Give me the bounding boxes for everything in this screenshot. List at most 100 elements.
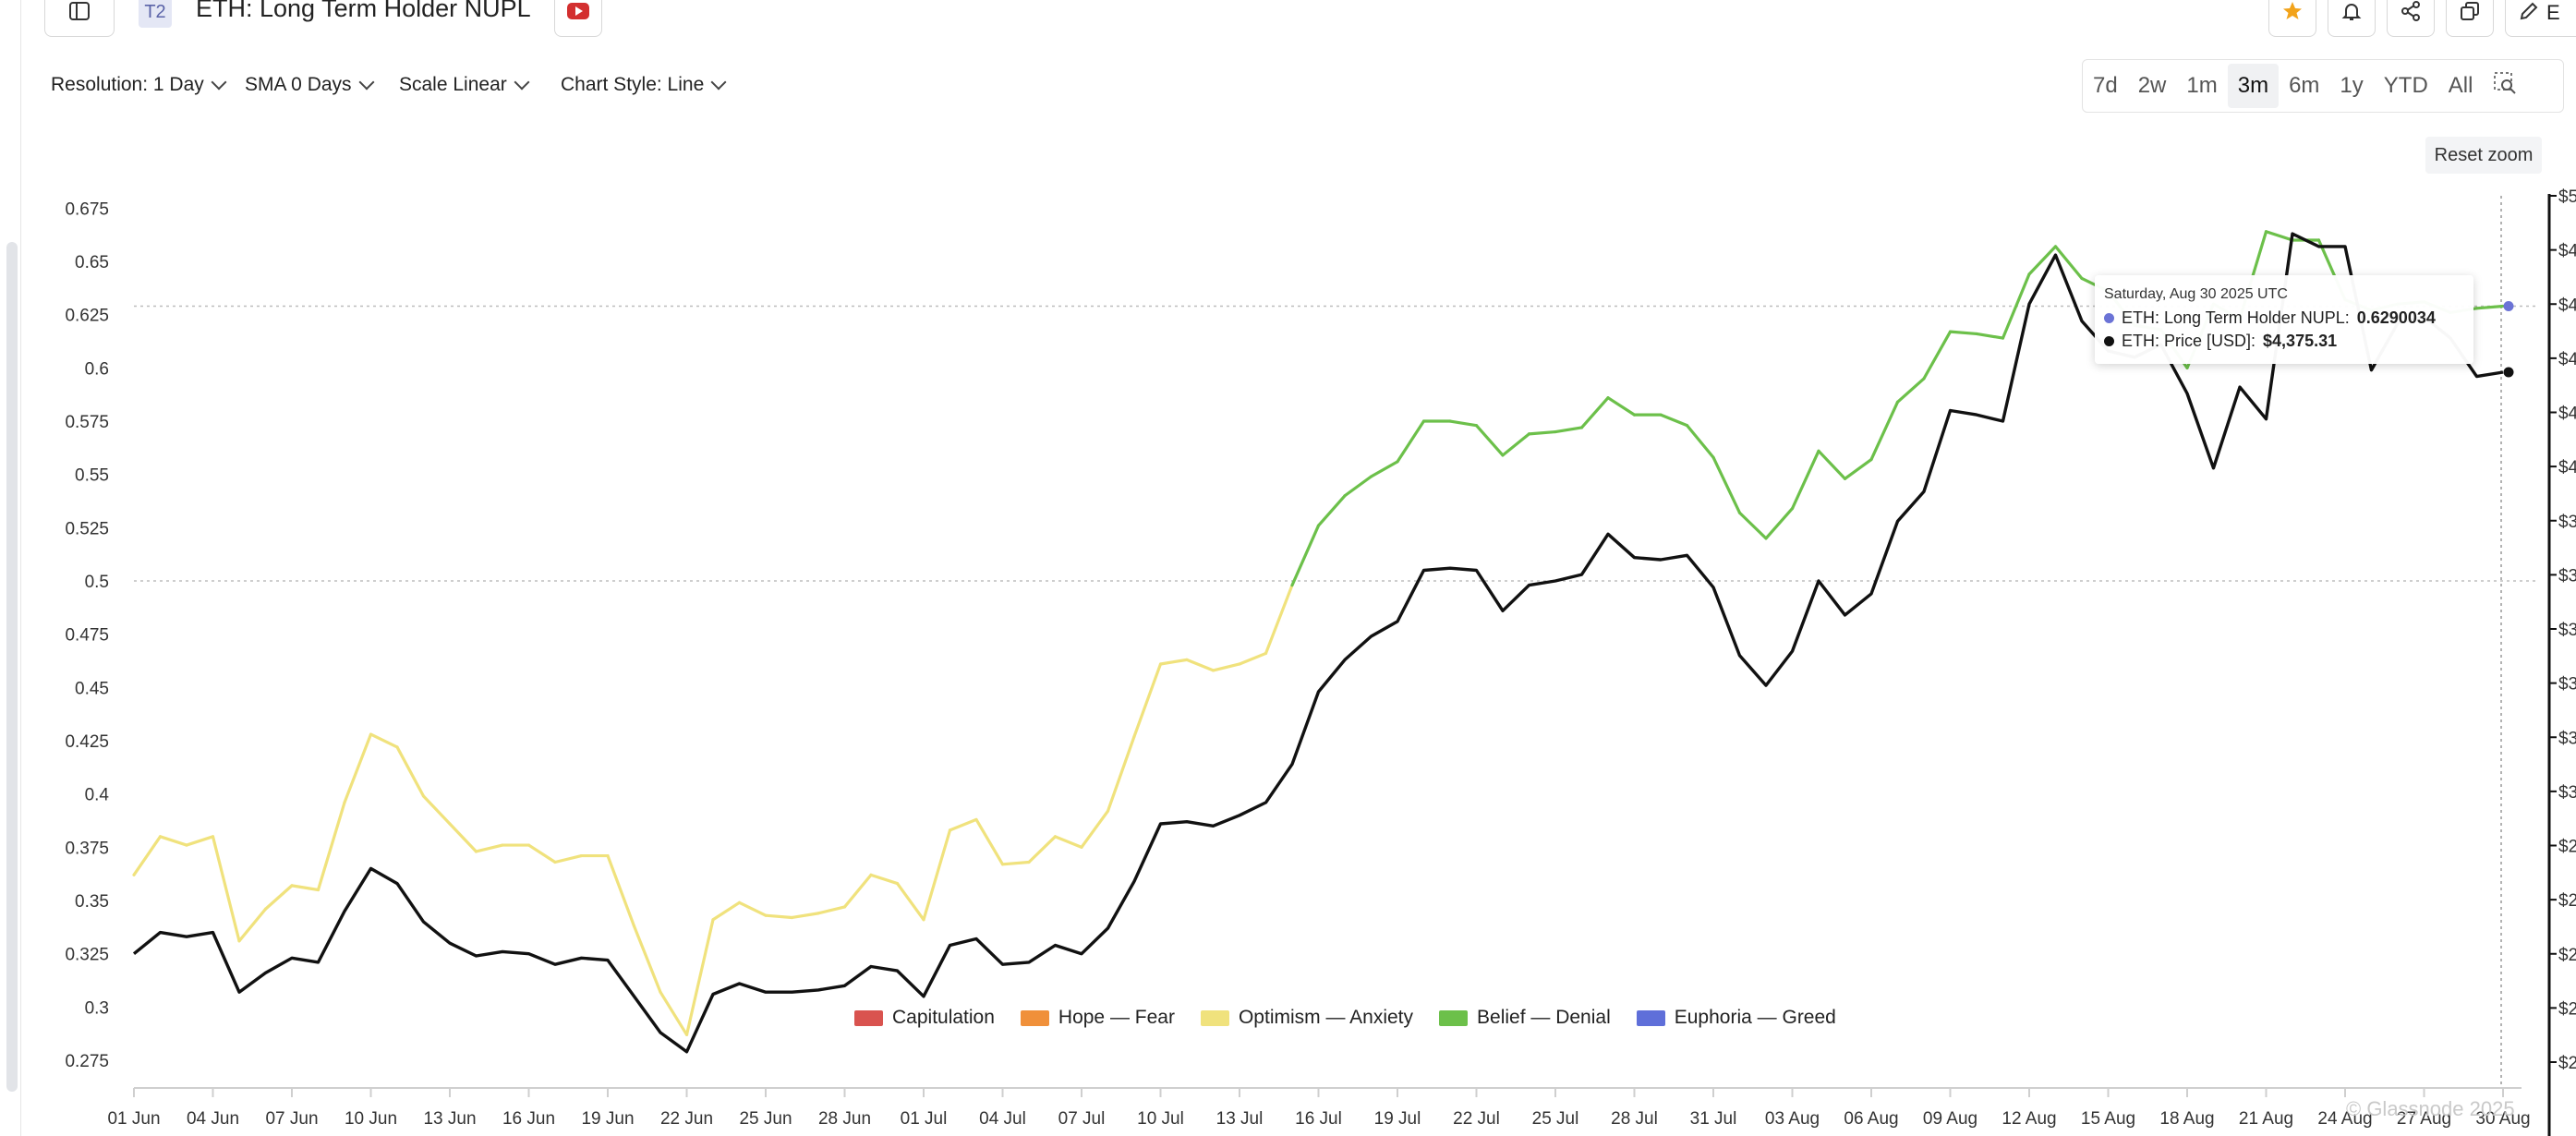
nupl-line-segment [1264,584,1294,656]
nupl-line-segment [158,835,188,847]
nupl-line-segment [1948,330,1978,336]
tooltip-price-value: $4,375.31 [2263,332,2338,350]
nupl-line-segment [842,873,873,909]
range-1y[interactable]: 1y [2340,73,2364,98]
legend-label: Optimism — Anxiety [1238,1007,1414,1028]
y-tick-label: 0.325 [65,946,109,965]
nupl-line-segment [1711,455,1742,514]
nupl-line-segment [1290,524,1321,587]
alert-button[interactable] [2328,0,2376,37]
x-tick-label: 10 Jun [345,1109,397,1129]
tooltip-nupl-value: 0.6290034 [2356,308,2436,327]
legend-item-capitulation[interactable]: Capitulation [854,1007,995,1029]
y-tick-label: 0.45 [75,679,109,698]
scale-label: Scale Linear [399,74,507,95]
y-tick-label: 0.35 [75,892,109,912]
range-all[interactable]: All [2448,73,2473,98]
nupl-line-segment [1448,419,1479,428]
range-6m[interactable]: 6m [2289,73,2320,98]
tooltip-price-row: ETH: Price [USD]: $4,375.31 [2104,332,2337,351]
legend-item-optimism-anxiety[interactable]: Optimism — Anxiety [1200,1007,1414,1029]
range-7d[interactable]: 7d [2093,73,2118,98]
y-right-tick-label: $3 [2558,729,2576,748]
x-tick-label: 01 Jul [901,1109,948,1129]
y-right-tick-label: $2 [2558,999,2576,1019]
nupl-line-segment [474,843,504,853]
page-title: ETH: Long Term Holder NUPL [196,0,531,22]
x-tick-label: 30 Aug [2475,1109,2530,1129]
share-icon [2401,0,2421,26]
tooltip-price-label: ETH: Price [USD]: [2122,332,2256,350]
y-tick-label: 0.6 [85,359,109,379]
reset-zoom-button[interactable]: Reset zoom [2425,137,2542,174]
favorite-button[interactable] [2268,0,2316,37]
scale-dropdown[interactable]: Scale Linear [399,74,530,96]
legend-item-hope-fear[interactable]: Hope — Fear [1020,1007,1175,1029]
nupl-line-segment [764,913,794,920]
y-right-tick-label: $2 [2558,946,2576,965]
series-dot-icon [2104,336,2114,346]
nupl-line-segment [2053,245,2084,281]
legend-item-euphoria-greed[interactable]: Euphoria — Greed [1636,1007,1836,1029]
share-button[interactable] [2387,0,2435,37]
nupl-line-segment [974,817,1005,866]
nupl-line-segment [1843,457,1873,480]
x-tick-label: 03 Aug [1765,1109,1820,1129]
zoom-select-button[interactable] [2483,64,2527,108]
price-marker [2503,367,2514,378]
nupl-line-segment [1975,332,2005,340]
y-tick-label: 0.575 [65,413,109,432]
nupl-line-segment [1106,734,1136,813]
range-2w[interactable]: 2w [2137,73,2167,98]
x-tick-label: 07 Jun [265,1109,318,1129]
y-tick-label: 0.425 [65,732,109,752]
range-ytd[interactable]: YTD [2383,73,2428,98]
x-tick-label: 12 Aug [2002,1109,2056,1129]
nupl-line-segment [737,900,768,917]
edit-label: E [2546,1,2560,24]
y-right-tick-label: $3 [2558,513,2576,532]
nupl-line-segment [526,843,557,864]
nupl-line-segment [290,884,320,892]
resolution-label: Resolution: 1 Day [51,74,204,95]
sma-dropdown[interactable]: SMA 0 Days [245,74,375,96]
y-right-tick-label: $2 [2558,891,2576,911]
nupl-line-segment [369,732,399,749]
sidebar-toggle-button[interactable] [44,0,115,37]
legend-label: Euphoria — Greed [1674,1007,1836,1028]
nupl-line-segment [1474,424,1505,457]
nupl-line-segment [1158,658,1189,666]
y-right-tick-label: $4 [2558,350,2576,369]
y-tick-label: 0.275 [65,1052,109,1071]
star-icon [2281,0,2304,27]
range-3m[interactable]: 3m [2227,64,2280,108]
time-range-selector: 7d 2w 1m 3m 6m 1y YTD All [2082,59,2564,113]
x-tick-label: 28 Jun [818,1109,871,1129]
x-tick-label: 21 Aug [2239,1109,2293,1129]
nupl-marker [2503,300,2514,311]
x-tick-label: 18 Aug [2159,1109,2214,1129]
nupl-line-segment [606,853,636,928]
nupl-line-segment [1737,511,1768,540]
edit-button[interactable]: E [2505,0,2576,37]
chart-style-label: Chart Style: Line [561,74,705,95]
nupl-line-segment [1579,396,1610,429]
nupl-line-segment [1922,330,1953,381]
chart-style-dropdown[interactable]: Chart Style: Line [561,74,727,96]
resolution-dropdown[interactable]: Resolution: 1 Day [51,74,227,96]
legend-label: Belief — Denial [1477,1007,1611,1028]
nupl-line-segment [1685,424,1715,459]
nupl-line-segment [1396,419,1426,464]
scrollbar[interactable] [6,242,18,1092]
nupl-line-segment [684,918,715,1036]
x-tick-label: 22 Jun [660,1109,713,1129]
duplicate-button[interactable] [2446,0,2494,37]
x-tick-label: 19 Jun [581,1109,634,1129]
youtube-button[interactable] [554,0,602,37]
sma-label: SMA 0 Days [245,74,352,95]
x-tick-label: 22 Jul [1453,1109,1500,1129]
legend-item-belief-denial[interactable]: Belief — Denial [1439,1007,1611,1029]
range-1m[interactable]: 1m [2186,73,2218,98]
nupl-line-segment [922,828,952,922]
